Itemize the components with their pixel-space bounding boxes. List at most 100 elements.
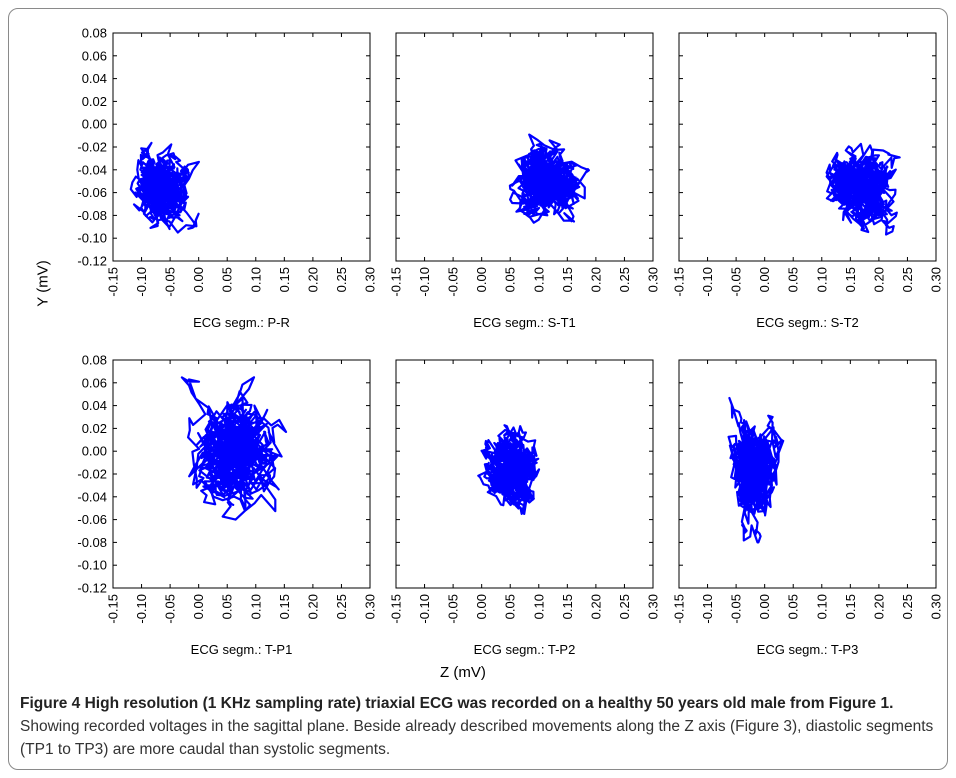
y-tick-label: 0.02 — [82, 94, 107, 109]
x-tick-label: 0.25 — [334, 267, 349, 292]
x-tick-label: 0.20 — [871, 267, 886, 292]
y-tick-label: 0.04 — [82, 71, 107, 86]
series-trace — [727, 396, 785, 544]
series-trace — [508, 133, 590, 224]
y-axis-title-text: Y (mV) — [34, 260, 52, 307]
x-tick-label: 0.10 — [814, 594, 829, 619]
x-tick-label: 0.30 — [363, 594, 378, 619]
x-tick-label: 0.05 — [220, 594, 235, 619]
x-tick-label: 0.00 — [191, 594, 206, 619]
series-trace — [477, 424, 541, 515]
panel-1: -0.15 -0.10 -0.05 0.00 0.05 0.10 0.15 0.20 0.25 0… — [77, 26, 377, 331]
x-tick-label: 0.10 — [814, 267, 829, 292]
y-tick-label: 0.00 — [82, 117, 107, 132]
series-trace — [825, 142, 901, 236]
y-tick-label: 0.02 — [82, 421, 107, 436]
x-tick-label: 0.10 — [248, 267, 263, 292]
x-tick-label: -0.10 — [417, 267, 432, 297]
x-tick-label: -0.15 — [389, 594, 404, 624]
x-tick-label: 0.15 — [560, 594, 575, 619]
panel-4: -0.15 -0.10 -0.05 0.00 0.05 0.10 0.15 0.20 0.25 0… — [77, 353, 377, 658]
panel-2: -0.15 -0.10 -0.05 0.00 0.05 0.10 0.15 0.20 0.25 0… — [389, 32, 661, 330]
x-tick-label: 0.10 — [531, 267, 546, 292]
y-tick-label: -0.06 — [77, 512, 107, 527]
x-tick-label: 0.20 — [871, 594, 886, 619]
y-tick-label: 0.08 — [82, 26, 107, 41]
x-tick-label: 0.00 — [474, 267, 489, 292]
x-tick-label: -0.10 — [700, 594, 715, 624]
x-axis-title: Z (mV) — [440, 664, 486, 681]
y-tick-label: -0.02 — [77, 140, 107, 155]
x-tick-label: 0.05 — [786, 267, 801, 292]
x-tick-label: 0.20 — [305, 267, 320, 292]
x-tick-label: -0.10 — [134, 594, 149, 624]
x-tick-label: 0.00 — [757, 267, 772, 292]
y-tick-label: -0.04 — [77, 162, 107, 177]
x-tick-label: -0.05 — [446, 267, 461, 297]
panel-label: ECG segm.: P-R — [193, 315, 290, 330]
y-tick-label: -0.02 — [77, 467, 107, 482]
x-tick-label: -0.05 — [163, 267, 178, 297]
x-tick-label: 0.20 — [588, 267, 603, 292]
x-tick-label: 0.30 — [929, 267, 944, 292]
panel-label: ECG segm.: T-P1 — [191, 642, 293, 657]
y-tick-label: 0.06 — [82, 48, 107, 63]
x-tick-label: 0.25 — [334, 594, 349, 619]
panel-label: ECG segm.: S-T1 — [473, 315, 576, 330]
y-tick-label: -0.12 — [77, 581, 107, 596]
x-tick-label: 0.15 — [843, 594, 858, 619]
x-tick-label: 0.30 — [646, 267, 661, 292]
x-tick-label: -0.05 — [446, 594, 461, 624]
x-tick-label: 0.25 — [900, 267, 915, 292]
x-tick-label: 0.05 — [503, 594, 518, 619]
x-tick-label: -0.05 — [163, 594, 178, 624]
series-trace — [180, 376, 288, 521]
plot-area — [395, 32, 654, 262]
y-tick-label: 0.06 — [82, 375, 107, 390]
x-tick-label: -0.15 — [389, 267, 404, 297]
x-tick-label: 0.05 — [786, 594, 801, 619]
x-tick-label: 0.30 — [363, 267, 378, 292]
x-tick-label: 0.05 — [220, 267, 235, 292]
x-tick-label: 0.20 — [305, 594, 320, 619]
figure-frame — [8, 8, 948, 770]
x-tick-label: 0.25 — [900, 594, 915, 619]
panel-3: -0.15 -0.10 -0.05 0.00 0.05 0.10 0.15 0.20 0.25 0… — [672, 32, 944, 330]
x-tick-label: 0.00 — [757, 594, 772, 619]
panel-5: -0.15 -0.10 -0.05 0.00 0.05 0.10 0.15 0.20 0.25 0… — [389, 359, 661, 657]
panel-label: ECG segm.: S-T2 — [756, 315, 859, 330]
x-tick-label: 0.25 — [617, 267, 632, 292]
plot-area — [678, 32, 937, 262]
x-tick-label: 0.25 — [617, 594, 632, 619]
x-tick-label: -0.10 — [417, 594, 432, 624]
figure-caption: Figure 4 High resolution (1 KHz sampling… — [20, 692, 935, 761]
panel-label: ECG segm.: T-P2 — [474, 642, 576, 657]
x-tick-label: -0.15 — [106, 594, 121, 624]
x-tick-label: -0.05 — [729, 267, 744, 297]
y-axis-title: Y (mV) — [20, 260, 66, 306]
x-tick-label: 0.00 — [191, 267, 206, 292]
x-tick-label: 0.15 — [277, 267, 292, 292]
x-tick-label: 0.15 — [560, 267, 575, 292]
x-tick-label: 0.15 — [843, 267, 858, 292]
caption-body: Showing recorded voltages in the sagitta… — [20, 718, 934, 758]
panel-label: ECG segm.: T-P3 — [757, 642, 859, 657]
x-tick-label: 0.30 — [929, 594, 944, 619]
x-tick-label: 0.00 — [474, 594, 489, 619]
x-tick-label: -0.15 — [106, 267, 121, 297]
y-tick-label: 0.08 — [82, 353, 107, 368]
x-tick-label: 0.15 — [277, 594, 292, 619]
x-tick-label: -0.15 — [672, 267, 687, 297]
x-tick-label: 0.05 — [503, 267, 518, 292]
x-tick-label: 0.10 — [531, 594, 546, 619]
y-tick-label: 0.04 — [82, 398, 107, 413]
x-tick-label: -0.10 — [134, 267, 149, 297]
y-tick-label: -0.04 — [77, 489, 107, 504]
y-tick-label: -0.06 — [77, 185, 107, 200]
x-tick-label: 0.30 — [646, 594, 661, 619]
x-tick-label: 0.10 — [248, 594, 263, 619]
caption-lead: Figure 4 High resolution (1 KHz sampling… — [20, 695, 894, 712]
panel-6: -0.15 -0.10 -0.05 0.00 0.05 0.10 0.15 0.20 0.25 0… — [672, 359, 944, 657]
y-tick-label: 0.00 — [82, 444, 107, 459]
